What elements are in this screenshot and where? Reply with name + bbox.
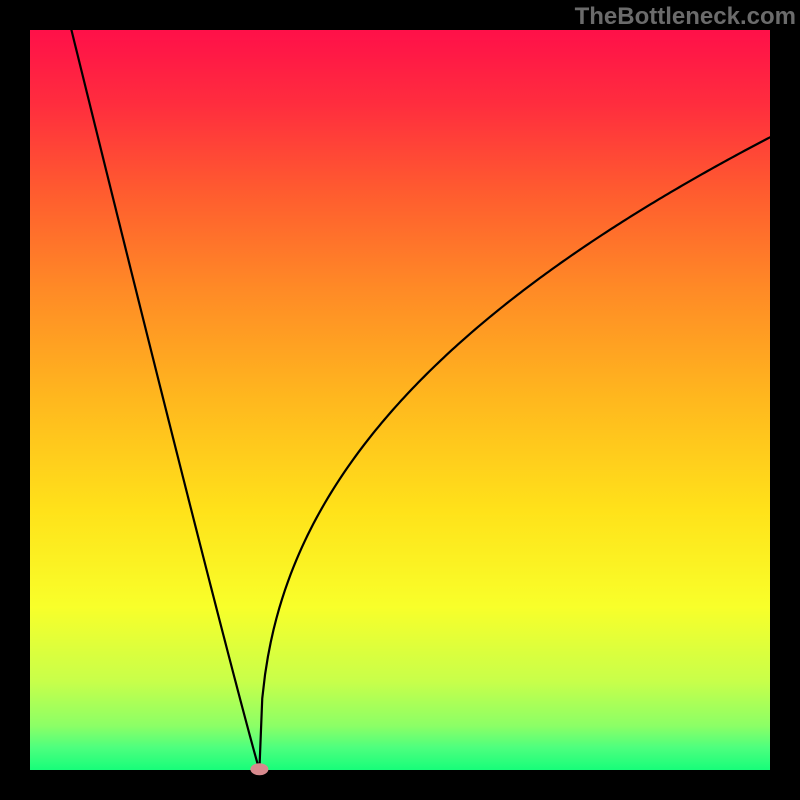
chart-container: { "chart": { "type": "line-on-gradient",… — [0, 0, 800, 800]
plot-gradient-background — [30, 30, 770, 770]
watermark-text: TheBottleneck.com — [575, 3, 796, 30]
chart-svg: TheBottleneck.com — [0, 0, 800, 800]
min-marker — [250, 763, 268, 775]
